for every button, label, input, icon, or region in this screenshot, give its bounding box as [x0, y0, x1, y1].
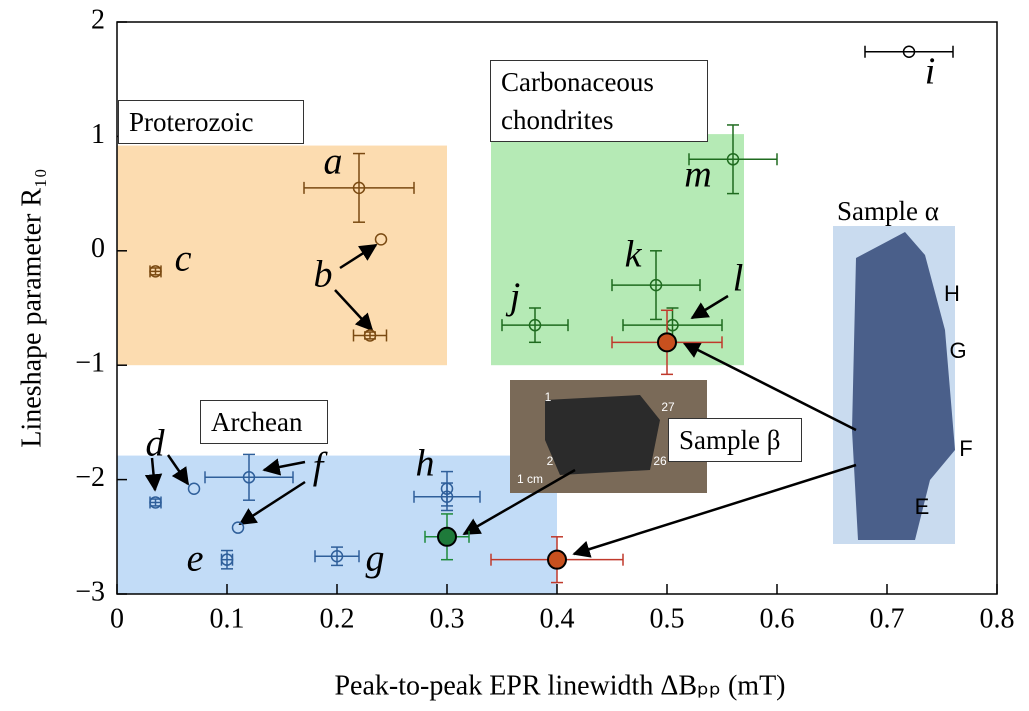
photo-label: 26: [653, 454, 667, 468]
x-error-bar: [864, 45, 954, 58]
point: [149, 496, 162, 509]
point-label: m: [684, 154, 711, 196]
arrow: [262, 458, 306, 476]
point-label: e: [187, 538, 204, 580]
arrow: [334, 289, 374, 332]
y-tick-label: −3: [75, 576, 105, 607]
photo-label: E: [915, 494, 930, 519]
y-tick-label: 1: [91, 119, 105, 150]
point: [242, 471, 256, 484]
x-axis-title: Peak-to-peak EPR linewidth ΔBₚₚ (mT): [334, 670, 785, 701]
x-tick-label: 0: [110, 603, 124, 634]
x-tick-label: 0.8: [980, 603, 1015, 634]
point-label: c: [175, 238, 192, 280]
point: [187, 482, 201, 496]
series-label: Proterozoic: [118, 100, 304, 144]
x-tick-label: 0.4: [540, 603, 575, 634]
point-label: k: [625, 234, 643, 276]
point-label: i: [925, 51, 936, 93]
arrow: [690, 294, 729, 320]
point: [726, 153, 740, 166]
y-tick-label: 2: [91, 4, 105, 35]
y-tick-label: −2: [75, 462, 105, 493]
point-label: h: [416, 443, 435, 485]
x-tick-label: 0.5: [650, 603, 685, 634]
y-error-bar: [727, 124, 739, 195]
y-error-bar: [650, 250, 662, 321]
point: [363, 329, 377, 342]
y-error-bar: [243, 453, 255, 501]
arrow: [339, 243, 378, 270]
photo-label: 2: [547, 454, 554, 468]
point: [330, 549, 344, 563]
y-error-bar: [353, 152, 365, 223]
point-label: l: [733, 258, 744, 300]
region: [117, 455, 557, 594]
arrow: [166, 454, 190, 486]
point: [437, 526, 457, 547]
y-error-bar: [441, 482, 453, 512]
arrow: [462, 468, 576, 536]
point: [902, 45, 916, 58]
arrow: [572, 463, 857, 558]
point: [220, 553, 234, 566]
photo-label: G: [949, 338, 966, 363]
y-error-bar: [529, 307, 541, 344]
series-label: Carbonaceous chondrites: [490, 60, 708, 142]
y-tick-label: 0: [91, 233, 105, 264]
arrow: [682, 341, 857, 432]
point: [149, 265, 162, 278]
photo-alpha-sample: [852, 232, 955, 540]
point: [547, 549, 567, 570]
point-label: g: [366, 538, 385, 580]
region: [491, 134, 744, 366]
arrow: [238, 480, 306, 526]
y-tick-label: −1: [75, 348, 105, 379]
point-label: b: [314, 254, 333, 296]
point: [352, 181, 366, 195]
series-label: Sample β: [668, 418, 802, 462]
region: [117, 145, 447, 366]
x-tick-label: 0.7: [870, 603, 905, 634]
point: [374, 233, 388, 246]
photo-label: 27: [661, 400, 675, 414]
photo-label: 1 cm: [517, 472, 543, 486]
point: [649, 278, 663, 292]
photo-label: H: [944, 281, 960, 306]
x-tick-label: 0.1: [210, 603, 245, 634]
point: [528, 318, 542, 332]
y-axis-title: Lineshape parameter R₁₀: [16, 168, 47, 447]
series-label: Sample α: [837, 196, 939, 226]
point: [231, 521, 245, 534]
photo-beta-sample: [545, 395, 660, 475]
photo-label: 1: [545, 390, 552, 404]
point-label: d: [146, 423, 166, 465]
x-tick-label: 0.2: [320, 603, 355, 634]
x-tick-label: 0.6: [760, 603, 795, 634]
photo-label: F: [959, 436, 972, 461]
x-tick-label: 0.3: [430, 603, 465, 634]
point: [440, 490, 454, 504]
series-label: Archean: [200, 400, 328, 444]
point-label: a: [324, 141, 343, 183]
point: [657, 332, 677, 353]
arrow: [144, 457, 163, 492]
